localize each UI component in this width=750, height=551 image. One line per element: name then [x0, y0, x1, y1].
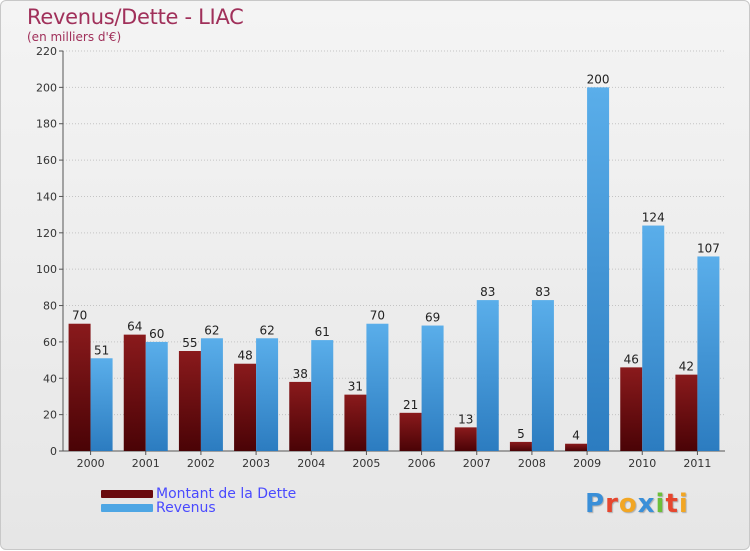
bar-debt	[509, 441, 532, 451]
data-label: 38	[293, 367, 308, 381]
legend-item-revenus: Revenus	[101, 500, 401, 518]
data-label: 51	[94, 343, 109, 357]
logo-letter: i	[655, 489, 666, 519]
legend-label-debt: Montant de la Dette	[156, 486, 297, 502]
data-label: 70	[72, 309, 87, 323]
data-label: 60	[149, 327, 164, 341]
axes: 0 20 40 60 80 100 120 140 160 180 200 220 2000 2001 20…	[36, 45, 725, 470]
proxiti-logo: Proxiti	[585, 489, 689, 519]
bar-revenus	[421, 325, 444, 451]
data-label: 124	[642, 211, 665, 225]
y-tick-label: 100	[36, 263, 57, 276]
legend-label-revenus: Revenus	[156, 500, 216, 516]
data-label: 4	[572, 429, 580, 443]
x-tick-label: 2008	[518, 457, 546, 470]
bar-debt	[123, 334, 146, 451]
legend-swatch-revenus	[101, 504, 153, 512]
y-tick-label: 80	[43, 300, 57, 313]
x-tick-label: 2009	[573, 457, 601, 470]
data-label: 61	[315, 325, 330, 339]
x-tick-label: 2006	[408, 457, 436, 470]
x-tick-label: 2003	[242, 457, 270, 470]
y-tick-label: 140	[36, 190, 57, 203]
legend-swatch-debt	[101, 490, 153, 498]
data-label: 42	[679, 360, 694, 374]
y-tick-label: 200	[36, 81, 57, 94]
y-tick-label: 120	[36, 227, 57, 240]
bar-revenus	[145, 341, 168, 451]
bar-debt	[234, 363, 257, 451]
logo-letter: r	[605, 489, 619, 519]
y-tick-label: 180	[36, 118, 57, 131]
y-tick-label: 20	[43, 409, 57, 422]
bar-revenus	[366, 323, 389, 451]
bar-revenus	[697, 256, 720, 451]
bar-revenus	[587, 87, 610, 451]
data-label: 62	[259, 323, 274, 337]
bar-revenus	[642, 225, 665, 451]
bar-debt	[344, 394, 367, 451]
bar-debt	[399, 412, 422, 451]
data-label: 70	[370, 309, 385, 323]
bar-revenus	[531, 300, 554, 451]
x-tick-label: 2004	[297, 457, 325, 470]
x-tick-label: 2002	[187, 457, 215, 470]
data-label: 62	[204, 323, 219, 337]
legend-item-debt: Montant de la Dette	[101, 486, 401, 504]
x-tick-label: 2001	[132, 457, 160, 470]
data-label: 13	[458, 412, 473, 426]
y-tick-label: 160	[36, 154, 57, 167]
chart-subtitle: (en milliers d'€)	[27, 30, 122, 44]
logo-letter: P	[585, 489, 606, 519]
bar-debt	[675, 374, 698, 451]
data-label: 46	[624, 352, 639, 366]
data-label: 5	[517, 427, 525, 441]
bar-revenus	[311, 340, 334, 451]
data-label: 83	[535, 285, 550, 299]
data-label: 107	[697, 241, 720, 255]
y-tick-label: 0	[50, 445, 57, 458]
bars	[68, 87, 720, 451]
y-tick-label: 220	[36, 45, 57, 58]
bar-debt	[68, 323, 91, 451]
y-tick-label: 40	[43, 372, 57, 385]
logo-letter: t	[665, 489, 679, 519]
data-label: 48	[237, 349, 252, 363]
logo-letter: o	[618, 489, 638, 519]
bar-revenus	[256, 338, 279, 451]
chart-title: Revenus/Dette - LIAC	[27, 5, 244, 29]
data-label: 200	[587, 72, 610, 86]
x-tick-label: 2005	[352, 457, 380, 470]
bar-debt	[454, 427, 477, 451]
grid-lines	[63, 50, 725, 416]
y-tick-label: 60	[43, 336, 57, 349]
bar-debt	[178, 351, 201, 451]
x-tick-label: 2010	[628, 457, 656, 470]
x-tick-label: 2000	[77, 457, 105, 470]
x-tick-label: 2011	[683, 457, 711, 470]
data-label: 31	[348, 380, 363, 394]
bar-debt	[289, 381, 312, 451]
bar-debt	[620, 367, 643, 451]
x-tick-label: 2007	[463, 457, 491, 470]
logo-letter: i	[678, 489, 689, 519]
data-labels: 70 51 64 60 55 62 48 62 38 61 31 70 21 69 13 83 5 83 4 200 4…	[72, 72, 720, 442]
data-label: 55	[182, 336, 197, 350]
data-label: 64	[127, 320, 142, 334]
data-label: 83	[480, 285, 495, 299]
bar-revenus	[90, 358, 113, 451]
data-label: 21	[403, 398, 418, 412]
data-label: 69	[425, 311, 440, 325]
bar-debt	[565, 443, 588, 451]
logo-letter: x	[637, 489, 656, 519]
bar-revenus	[200, 338, 223, 451]
bar-revenus	[476, 300, 499, 451]
